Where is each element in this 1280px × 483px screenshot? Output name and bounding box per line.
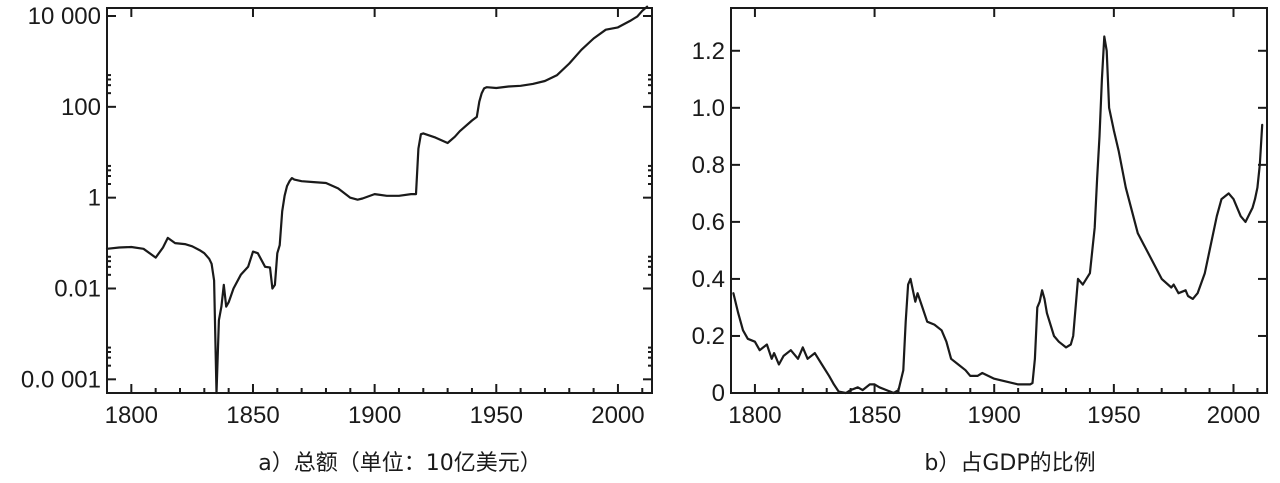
x-tick-label-a: 1950: [470, 402, 523, 429]
x-tick-label-b: 1950: [1087, 402, 1140, 429]
y-tick-label-b: 0.8: [692, 152, 725, 179]
x-tick-label-a: 2000: [591, 402, 644, 429]
y-tick-label-b: 1.0: [692, 95, 725, 122]
x-tick-label-b: 1850: [848, 402, 901, 429]
y-tick-label-a: 100: [61, 94, 101, 121]
y-tick-label-b: 0: [712, 380, 725, 407]
y-tick-label-b: 1.2: [692, 38, 725, 65]
series-line-b: [732, 35, 1264, 395]
series-line-a: [105, 5, 649, 395]
y-tick-label-a: 1: [88, 185, 101, 212]
y-tick-label-a: 0.0 001: [21, 366, 101, 393]
panel-b-gdp-share: 0 0.2 0.4 0.6 0.8 1.0 1.2 1800 1850 1900 1950 2000 b…: [692, 7, 1268, 476]
y-tick-label-b: 0.2: [692, 323, 725, 350]
panel-a-total: 0.0 001 0.01 1 100 10 000 1800 1850 1900 1950 200…: [21, 3, 653, 476]
y-tick-label-a: 10 000: [28, 3, 101, 30]
panel-caption-a: a）总额（单位：10亿美元）: [258, 451, 541, 476]
y-tick-label-b: 0.6: [692, 209, 725, 236]
x-tick-label-a: 1850: [226, 402, 279, 429]
y-tick-label-b: 0.4: [692, 266, 725, 293]
x-tick-label-a: 1800: [105, 402, 158, 429]
y-tick-label-a: 0.01: [54, 275, 101, 302]
x-tick-label-a: 1900: [348, 402, 401, 429]
panel-caption-b: b）占GDP的比例: [924, 451, 1095, 476]
x-tick-label-b: 2000: [1207, 402, 1260, 429]
x-tick-label-b: 1900: [968, 402, 1021, 429]
x-tick-label-b: 1800: [728, 402, 781, 429]
plot-frame-b: [730, 7, 1268, 394]
plot-frame-a: [106, 7, 653, 394]
